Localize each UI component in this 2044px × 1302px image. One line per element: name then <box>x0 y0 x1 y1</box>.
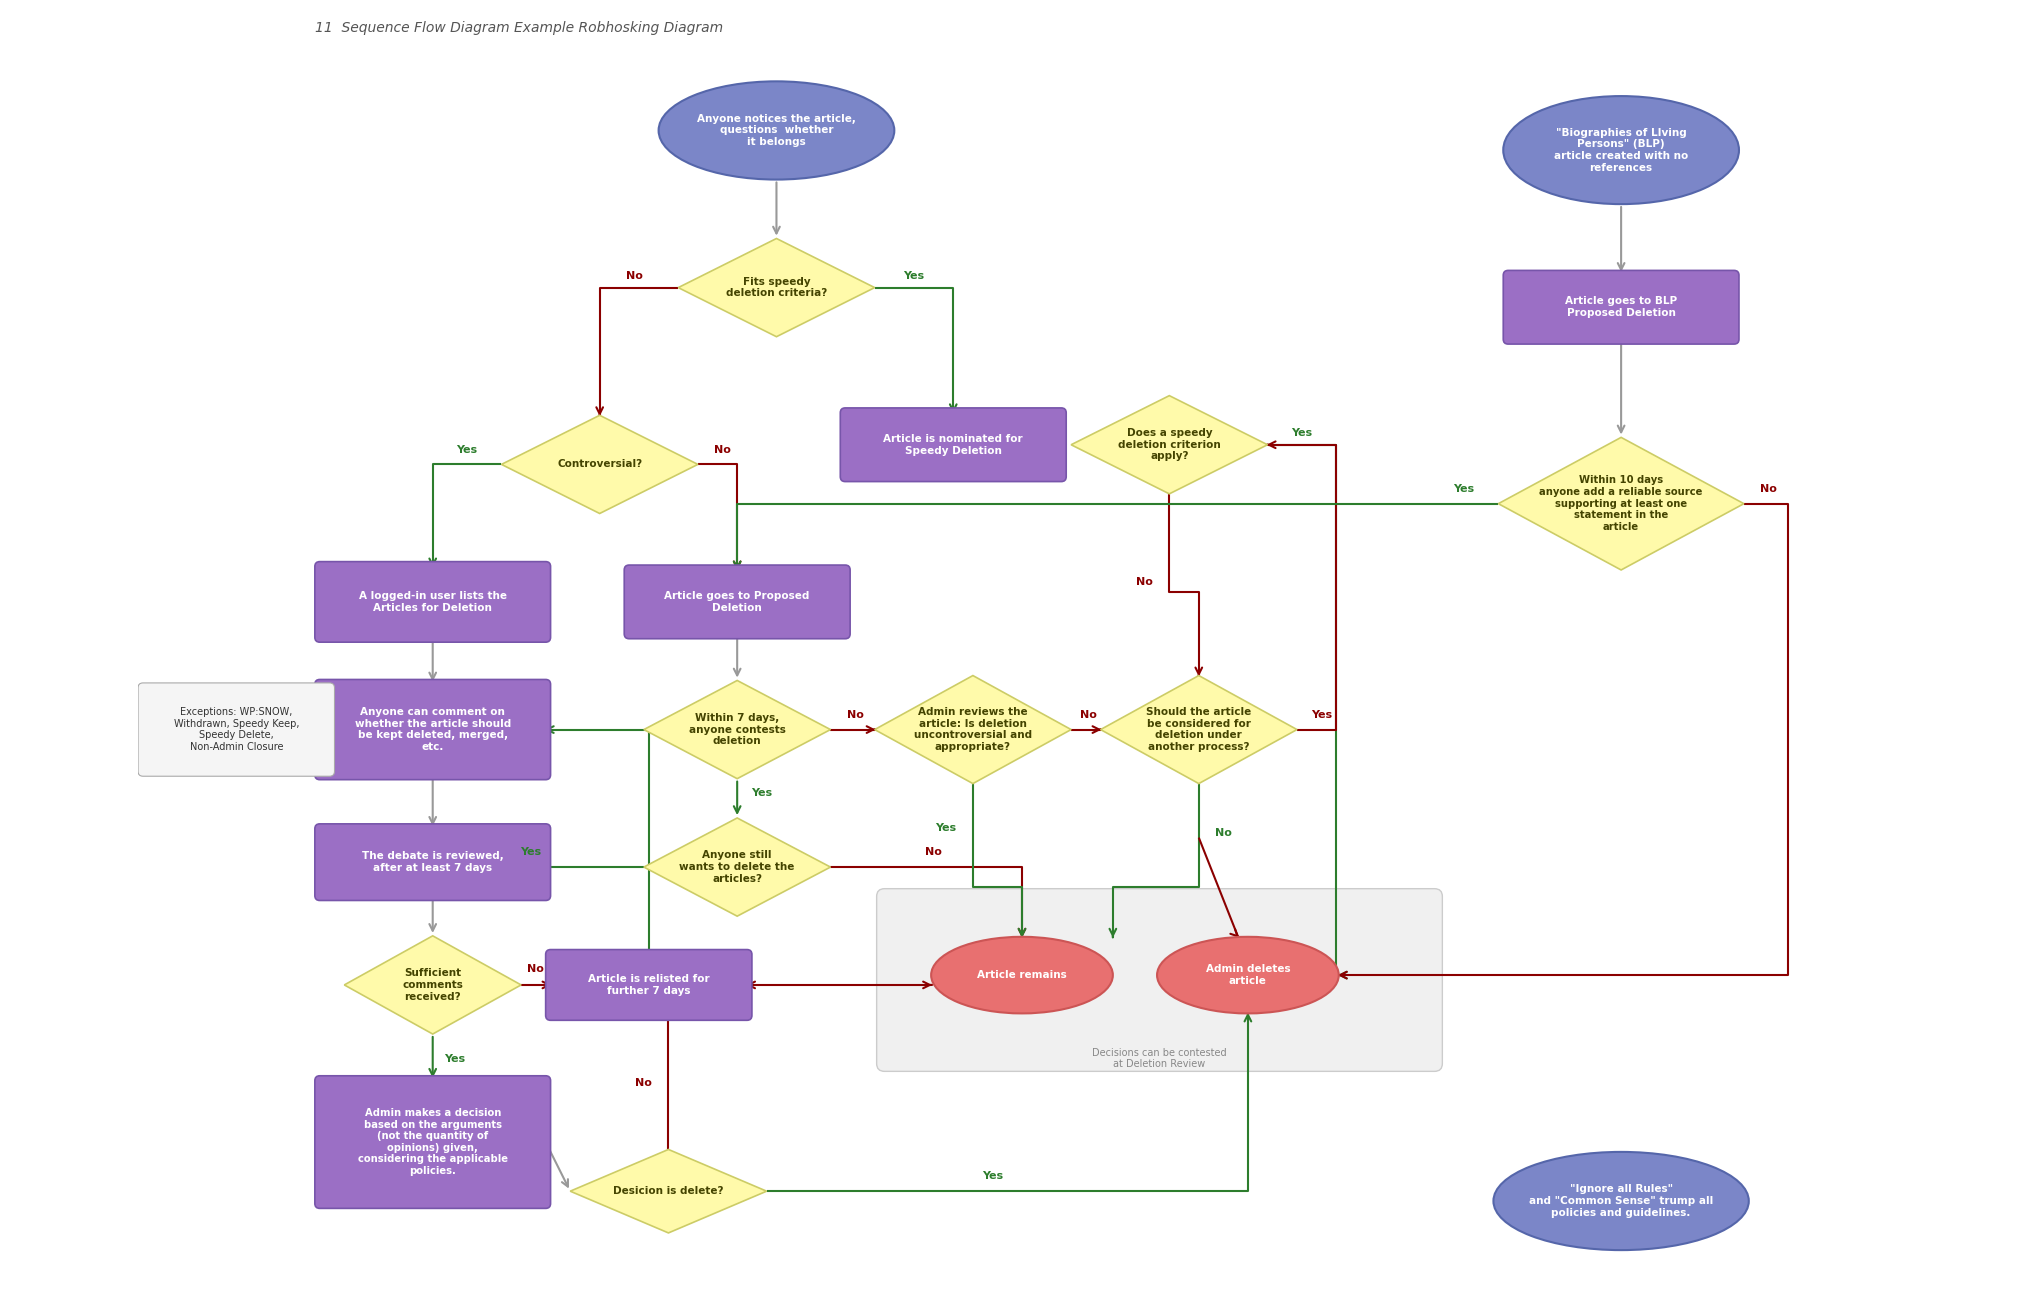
Polygon shape <box>1100 676 1298 784</box>
FancyBboxPatch shape <box>315 824 550 901</box>
FancyBboxPatch shape <box>1502 271 1739 344</box>
Polygon shape <box>644 681 830 779</box>
Polygon shape <box>679 238 875 337</box>
Text: Anyone still
wants to delete the
articles?: Anyone still wants to delete the article… <box>679 850 795 884</box>
Text: Yes: Yes <box>456 445 478 454</box>
Text: No: No <box>527 965 544 974</box>
Text: Article goes to BLP
Proposed Deletion: Article goes to BLP Proposed Deletion <box>1566 297 1678 318</box>
Text: Admin reviews the
article: Is deletion
uncontroversial and
appropriate?: Admin reviews the article: Is deletion u… <box>914 707 1032 753</box>
Polygon shape <box>1498 437 1744 570</box>
Text: Sufficient
comments
received?: Sufficient comments received? <box>403 969 464 1001</box>
FancyBboxPatch shape <box>315 561 550 642</box>
Text: No: No <box>846 710 863 720</box>
Text: Anyone notices the article,
questions  whether
it belongs: Anyone notices the article, questions wh… <box>697 113 856 147</box>
Text: No: No <box>636 1078 652 1088</box>
Polygon shape <box>1071 396 1267 493</box>
Text: Within 10 days
anyone add a reliable source
supporting at least one
statement in: Within 10 days anyone add a reliable sou… <box>1539 475 1703 533</box>
Ellipse shape <box>1157 937 1339 1013</box>
Polygon shape <box>501 415 697 513</box>
Text: "Ignore all Rules"
and "Common Sense" trump all
policies and guidelines.: "Ignore all Rules" and "Common Sense" tr… <box>1529 1185 1713 1217</box>
Polygon shape <box>875 676 1071 784</box>
FancyBboxPatch shape <box>623 565 850 639</box>
Text: Yes: Yes <box>1453 484 1474 493</box>
Text: No: No <box>1760 484 1776 493</box>
FancyBboxPatch shape <box>877 889 1443 1072</box>
Text: Yes: Yes <box>1292 428 1312 437</box>
Ellipse shape <box>1494 1152 1750 1250</box>
Text: No: No <box>713 445 732 454</box>
Text: Does a speedy
deletion criterion
apply?: Does a speedy deletion criterion apply? <box>1118 428 1220 461</box>
Text: Yes: Yes <box>750 789 773 798</box>
FancyBboxPatch shape <box>139 684 335 776</box>
Ellipse shape <box>932 937 1112 1013</box>
Text: Admin deletes
article: Admin deletes article <box>1206 965 1290 986</box>
Text: No: No <box>1214 828 1233 837</box>
Text: Anyone can comment on
whether the article should
be kept deleted, merged,
etc.: Anyone can comment on whether the articl… <box>354 707 511 753</box>
Ellipse shape <box>1502 96 1739 204</box>
Polygon shape <box>570 1150 766 1233</box>
Text: Article remains: Article remains <box>977 970 1067 980</box>
Text: Exceptions: WP:SNOW,
Withdrawn, Speedy Keep,
Speedy Delete,
Non-Admin Closure: Exceptions: WP:SNOW, Withdrawn, Speedy K… <box>174 707 298 753</box>
Text: No: No <box>625 271 642 281</box>
Text: Yes: Yes <box>981 1172 1004 1181</box>
Text: Article is nominated for
Speedy Deletion: Article is nominated for Speedy Deletion <box>883 434 1024 456</box>
Text: Within 7 days,
anyone contests
deletion: Within 7 days, anyone contests deletion <box>689 713 785 746</box>
Text: No: No <box>1136 577 1153 587</box>
FancyBboxPatch shape <box>546 949 752 1021</box>
Text: Decisions can be contested
at Deletion Review: Decisions can be contested at Deletion R… <box>1091 1048 1226 1069</box>
Text: Fits speedy
deletion criteria?: Fits speedy deletion criteria? <box>726 277 828 298</box>
Text: Yes: Yes <box>934 823 957 833</box>
FancyBboxPatch shape <box>840 408 1067 482</box>
Ellipse shape <box>658 81 895 180</box>
Text: Article is relisted for
further 7 days: Article is relisted for further 7 days <box>589 974 709 996</box>
Text: No: No <box>926 848 942 857</box>
Text: Should the article
be considered for
deletion under
another process?: Should the article be considered for del… <box>1147 707 1251 753</box>
Text: A logged-in user lists the
Articles for Deletion: A logged-in user lists the Articles for … <box>358 591 507 613</box>
Text: No: No <box>1081 710 1098 720</box>
Text: Yes: Yes <box>444 1053 464 1064</box>
Text: Admin makes a decision
based on the arguments
(not the quantity of
opinions) giv: Admin makes a decision based on the argu… <box>358 1108 507 1176</box>
Text: Yes: Yes <box>903 271 924 281</box>
Text: 11  Sequence Flow Diagram Example Robhosking Diagram: 11 Sequence Flow Diagram Example Robhosk… <box>315 21 724 35</box>
Text: "Biographies of LIving
Persons" (BLP)
article created with no
references: "Biographies of LIving Persons" (BLP) ar… <box>1553 128 1688 172</box>
Polygon shape <box>644 818 830 917</box>
FancyBboxPatch shape <box>315 1075 550 1208</box>
Text: Article goes to Proposed
Deletion: Article goes to Proposed Deletion <box>664 591 809 613</box>
Text: Yes: Yes <box>521 848 542 857</box>
Text: Controversial?: Controversial? <box>558 460 642 470</box>
Text: The debate is reviewed,
after at least 7 days: The debate is reviewed, after at least 7… <box>362 852 503 872</box>
Text: Yes: Yes <box>1310 710 1333 720</box>
Text: Desicion is delete?: Desicion is delete? <box>613 1186 724 1197</box>
FancyBboxPatch shape <box>315 680 550 780</box>
Polygon shape <box>343 936 521 1034</box>
